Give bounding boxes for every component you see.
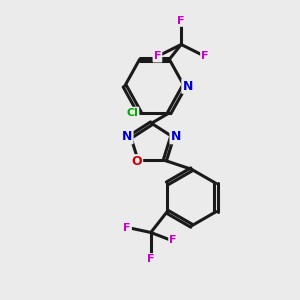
Text: F: F (123, 223, 131, 233)
Text: Cl: Cl (126, 108, 138, 118)
Text: F: F (169, 235, 177, 245)
Text: F: F (201, 51, 209, 62)
Text: F: F (154, 51, 161, 62)
Text: N: N (171, 130, 181, 143)
Text: N: N (122, 130, 132, 143)
Text: F: F (178, 16, 185, 26)
Text: F: F (147, 254, 154, 264)
Text: O: O (131, 155, 142, 168)
Text: N: N (183, 80, 193, 93)
